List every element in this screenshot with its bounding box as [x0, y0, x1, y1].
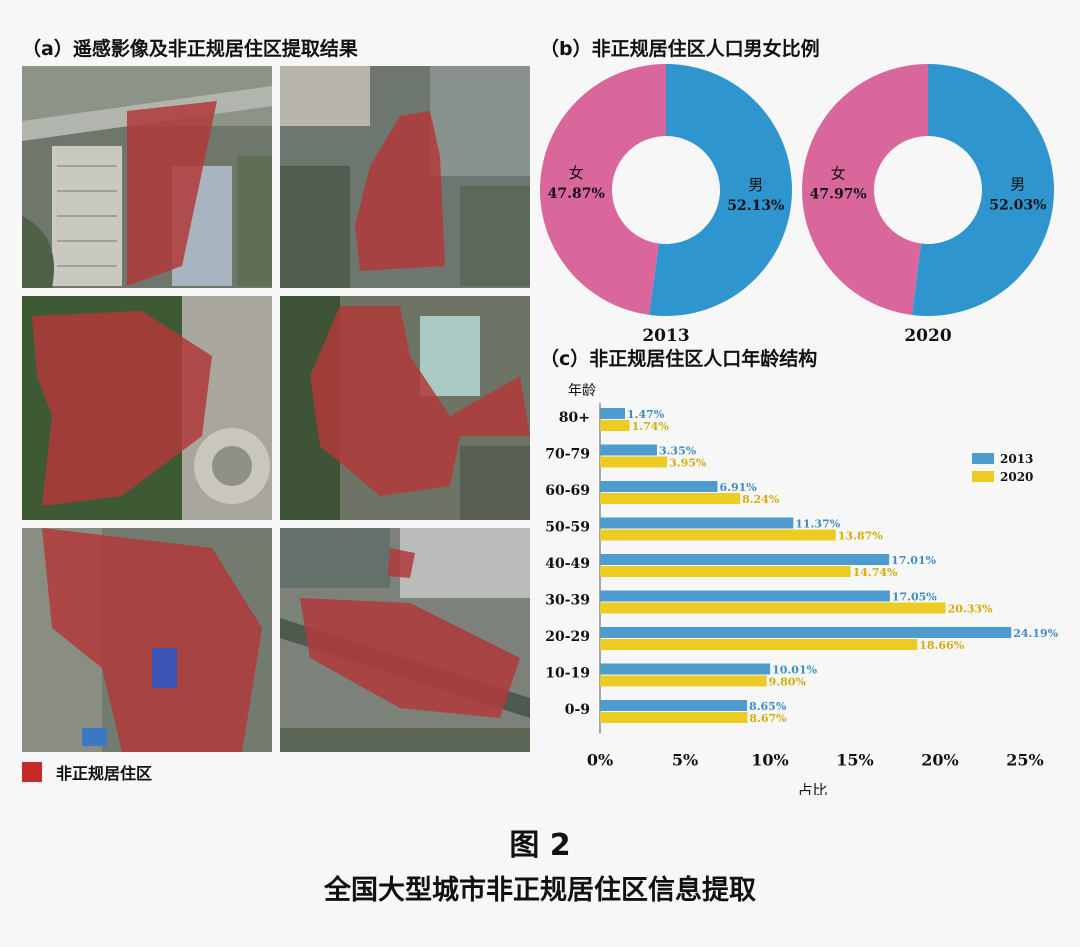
donut-2020-slice-value-0: 52.03%: [989, 198, 1046, 214]
panel-a-legend: 非正规居住区: [22, 760, 152, 784]
x-tick-1: 5%: [672, 751, 698, 770]
donut-2020-slice-name-1: 女: [831, 164, 846, 182]
bar-2013-30-39: [600, 590, 890, 602]
panel-a-title: （a）遥感影像及非正规居住区提取结果: [22, 38, 358, 60]
bar-2020-50-59: [600, 529, 836, 541]
satellite-tile-4: [280, 296, 530, 520]
bar-label-2013-60-69: 6.91%: [719, 481, 757, 494]
x-axis-label: 占比: [797, 782, 827, 796]
donut-2013-slice-name-1: 女: [569, 164, 584, 182]
donut-2013-year-label: 2013: [642, 326, 689, 346]
bar-label-2013-10-19: 10.01%: [772, 664, 817, 677]
gender-donut-charts: 男 52.13% 女 47.87% 2013 男 52.03% 女 47.97% 2020: [540, 64, 1054, 346]
donut-2013-hole: [613, 137, 719, 243]
category-label-50-59: 50-59: [545, 520, 590, 536]
category-label-70-79: 70-79: [545, 447, 590, 463]
bar-label-2013-40-49: 17.01%: [891, 554, 936, 567]
x-tick-5: 25%: [1006, 751, 1043, 770]
bar-label-2020-10-19: 9.80%: [769, 676, 807, 689]
x-tick-4: 20%: [921, 751, 958, 770]
panel-b-title: （b）非正规居住区人口男女比例: [540, 38, 820, 60]
satellite-image-1: [22, 66, 272, 288]
satellite-tile-2: [280, 66, 530, 288]
bar-label-2020-0-9: 8.67%: [749, 712, 787, 725]
legend-swatch-2013: [972, 453, 994, 464]
bar-label-2013-20-29: 24.19%: [1013, 627, 1058, 640]
bar-label-2013-0-9: 8.65%: [749, 700, 787, 713]
bar-2013-20-29: [600, 627, 1012, 638]
x-tick-2: 10%: [751, 751, 788, 770]
donut-2020-slice-name-0: 男: [1010, 176, 1025, 194]
bar-2020-10-19: [600, 675, 767, 687]
donut-2020-year-label: 2020: [904, 326, 951, 346]
satellite-image-5: [22, 528, 272, 752]
bar-2013-0-9: [600, 700, 748, 711]
bar-2020-30-39: [600, 602, 946, 614]
bar-2020-70-79: [600, 456, 668, 468]
donut-2013-slice-1: [540, 64, 666, 315]
bar-label-2013-50-59: 11.37%: [795, 518, 840, 531]
donut-2020-slice-value-1: 47.97%: [810, 186, 867, 202]
donut-2013-slice-0: [649, 64, 792, 316]
bar-2020-0-9: [600, 712, 748, 723]
donut-2020-slice-0: [911, 64, 1054, 316]
category-label-20-29: 20-29: [545, 629, 590, 645]
satellite-tile-6: [280, 528, 530, 752]
panel-c-title: （c）非正规居住区人口年龄结构: [540, 348, 818, 370]
satellite-image-6: [280, 528, 530, 752]
y-axis-label: 年龄: [568, 383, 596, 399]
bar-label-2020-70-79: 3.95%: [669, 457, 707, 470]
x-tick-0: 0%: [587, 751, 613, 770]
category-label-0-9: 0-9: [565, 702, 590, 718]
donut-2020-slice-1: [801, 64, 928, 315]
panel-a-legend-label: 非正规居住区: [56, 764, 153, 783]
bar-2013-80+: [600, 408, 625, 419]
bar-label-2020-40-49: 14.74%: [853, 566, 898, 579]
donut-2020-hole: [875, 137, 981, 243]
bar-2013-40-49: [600, 554, 890, 565]
legend-label-2013: 2013: [1000, 452, 1033, 466]
legend-swatch-2020: [972, 471, 994, 482]
satellite-tile-1: [22, 66, 272, 288]
category-label-60-69: 60-69: [545, 483, 590, 499]
category-label-30-39: 30-39: [545, 593, 590, 609]
satellite-image-4: [280, 296, 530, 520]
bar-label-2013-30-39: 17.05%: [892, 591, 937, 604]
satellite-tile-3: [22, 296, 272, 520]
bar-2013-10-19: [600, 663, 771, 675]
satellite-tile-5: [22, 528, 272, 752]
bar-2020-20-29: [600, 639, 918, 650]
satellite-image-3: [22, 296, 272, 520]
bar-label-2020-60-69: 8.24%: [742, 493, 780, 506]
age-structure-bar-chart: 年龄 80+ 1.47%1.74% 70-79 3.35%3.95% 60-69 6.91%…: [545, 383, 1058, 796]
bar-2020-80+: [600, 420, 630, 431]
donut-2013-slice-name-0: 男: [748, 176, 763, 194]
legend-label-2020: 2020: [1000, 470, 1033, 484]
figure-number: 图 2: [509, 828, 571, 863]
bar-label-2013-70-79: 3.35%: [659, 445, 697, 458]
bar-label-2020-20-29: 18.66%: [919, 639, 964, 652]
x-tick-3: 15%: [836, 751, 873, 770]
bar-label-2020-50-59: 13.87%: [838, 530, 883, 543]
category-label-80+: 80+: [559, 410, 590, 426]
bar-2020-40-49: [600, 566, 851, 577]
bar-label-2020-30-39: 20.33%: [948, 603, 993, 616]
category-label-10-19: 10-19: [545, 666, 590, 682]
bar-2013-60-69: [600, 481, 718, 492]
bar-2020-60-69: [600, 493, 741, 504]
bar-2013-50-59: [600, 517, 794, 529]
donut-2013-slice-value-0: 52.13%: [727, 198, 784, 214]
informal-settlement-swatch: [22, 762, 42, 782]
satellite-image-2: [280, 66, 530, 288]
donut-2013-slice-value-1: 47.87%: [548, 186, 605, 202]
bar-label-2013-80+: 1.47%: [627, 408, 665, 421]
category-label-40-49: 40-49: [545, 556, 590, 572]
bar-label-2020-80+: 1.74%: [632, 420, 670, 433]
bar-2013-70-79: [600, 444, 657, 456]
figure-title: 全国大型城市非正规居住区信息提取: [324, 875, 756, 906]
